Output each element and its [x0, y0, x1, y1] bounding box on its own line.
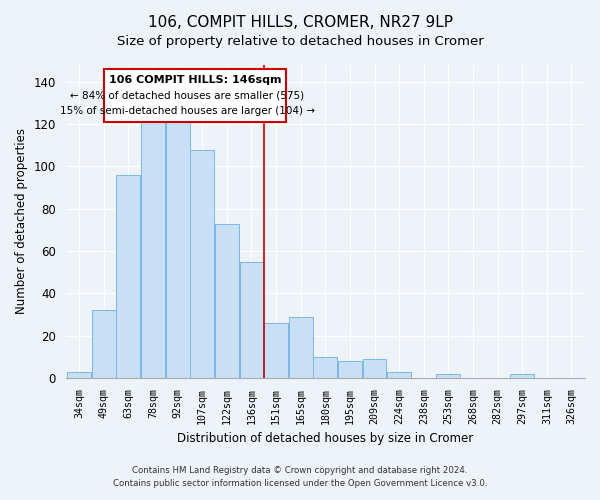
Bar: [104, 69, 286, 122]
Bar: [338, 361, 362, 378]
Bar: [116, 175, 140, 378]
Bar: [239, 262, 263, 378]
Bar: [215, 224, 239, 378]
Bar: [141, 99, 165, 378]
Bar: [362, 359, 386, 378]
Bar: [313, 357, 337, 378]
Bar: [264, 323, 288, 378]
Bar: [289, 316, 313, 378]
Bar: [92, 310, 116, 378]
Text: 106 COMPIT HILLS: 146sqm: 106 COMPIT HILLS: 146sqm: [109, 74, 281, 85]
Bar: [387, 372, 411, 378]
Bar: [510, 374, 534, 378]
Bar: [190, 150, 214, 378]
Bar: [436, 374, 460, 378]
Bar: [67, 372, 91, 378]
Text: Size of property relative to detached houses in Cromer: Size of property relative to detached ho…: [116, 35, 484, 48]
X-axis label: Distribution of detached houses by size in Cromer: Distribution of detached houses by size …: [177, 432, 473, 445]
Text: ← 84% of detached houses are smaller (575): ← 84% of detached houses are smaller (57…: [70, 90, 305, 101]
Bar: [166, 99, 190, 378]
Y-axis label: Number of detached properties: Number of detached properties: [15, 128, 28, 314]
Text: Contains HM Land Registry data © Crown copyright and database right 2024.
Contai: Contains HM Land Registry data © Crown c…: [113, 466, 487, 487]
Text: 15% of semi-detached houses are larger (104) →: 15% of semi-detached houses are larger (…: [60, 106, 315, 116]
Text: 106, COMPIT HILLS, CROMER, NR27 9LP: 106, COMPIT HILLS, CROMER, NR27 9LP: [148, 15, 452, 30]
